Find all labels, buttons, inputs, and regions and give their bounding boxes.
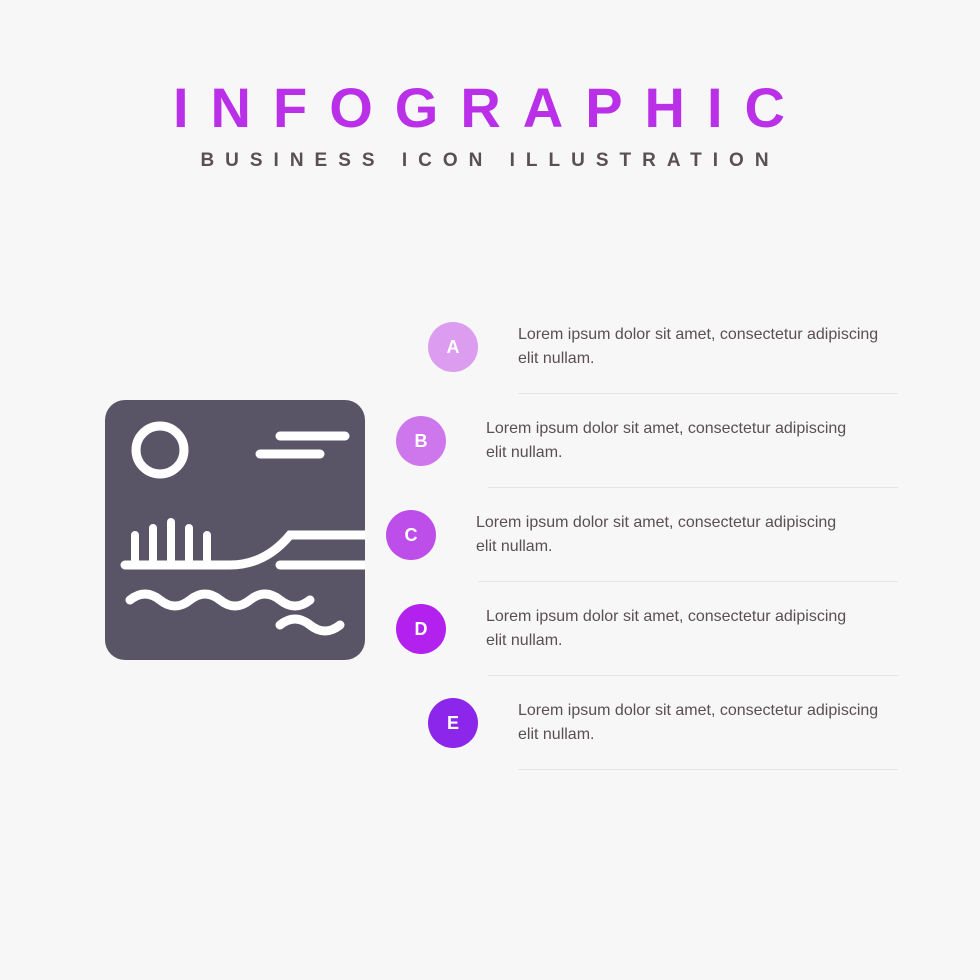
badge-d: D xyxy=(396,604,446,654)
badge-b: B xyxy=(396,416,446,466)
main-subtitle: BUSINESS ICON ILLUSTRATION xyxy=(0,150,980,172)
badge-a: A xyxy=(428,322,478,372)
list-item: E Lorem ipsum dolor sit amet, consectetur… xyxy=(388,676,898,770)
item-text: Lorem ipsum dolor sit amet, consectetur … xyxy=(476,511,856,559)
list-item: C Lorem ipsum dolor sit amet, consectetur… xyxy=(388,488,898,582)
item-text: Lorem ipsum dolor sit amet, consectetur … xyxy=(486,417,866,465)
item-text: Lorem ipsum dolor sit amet, consectetur … xyxy=(518,323,898,371)
badge-e: E xyxy=(428,698,478,748)
list-item: A Lorem ipsum dolor sit amet, consectetur… xyxy=(388,300,898,394)
item-text: Lorem ipsum dolor sit amet, consectetur … xyxy=(518,699,898,747)
list-item: D Lorem ipsum dolor sit amet, consectetur… xyxy=(388,582,898,676)
header: INFOGRAPHIC BUSINESS ICON ILLUSTRATION xyxy=(0,0,980,172)
list-item: B Lorem ipsum dolor sit amet, consectetur… xyxy=(388,394,898,488)
items-list: ALorem ipsum dolor sit amet, consectetur… xyxy=(388,300,968,770)
content-area: ALorem ipsum dolor sit amet, consectetur… xyxy=(0,320,980,920)
badge-c: C xyxy=(386,510,436,560)
item-text: Lorem ipsum dolor sit amet, consectetur … xyxy=(486,605,866,653)
main-title: INFOGRAPHIC xyxy=(0,75,980,140)
landscape-picture-icon xyxy=(105,400,365,660)
divider xyxy=(518,769,898,770)
